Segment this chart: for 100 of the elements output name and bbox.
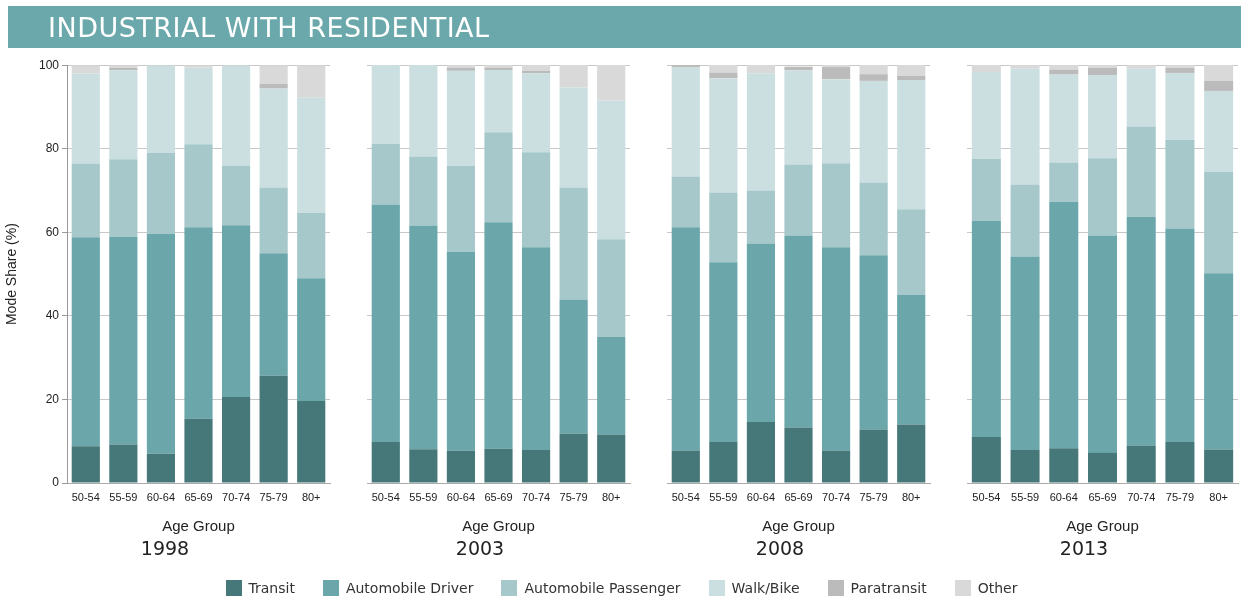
bar — [1049, 74, 1079, 163]
x-tick-label: 80+ — [601, 490, 621, 503]
bar — [1087, 158, 1118, 236]
bar — [1010, 65, 1040, 69]
text: 2003 — [455, 536, 505, 559]
x-tick-label: 60-64 — [446, 490, 475, 503]
bar — [821, 247, 851, 451]
bar — [559, 433, 588, 483]
bar — [71, 73, 100, 164]
bar — [559, 87, 588, 188]
bar — [371, 65, 400, 144]
bar — [259, 187, 288, 254]
x-tick-label: 50-54 — [671, 490, 700, 503]
bar — [109, 159, 138, 237]
x-tick-label: 55-59 — [1011, 490, 1040, 503]
bar — [859, 65, 888, 75]
bar — [671, 450, 700, 483]
bar — [746, 73, 776, 191]
bar — [71, 65, 100, 74]
bar — [709, 262, 738, 443]
y-tick-label: 20 — [45, 391, 60, 406]
chart-title: INDUSTRIAL WITH RESIDENTIAL — [8, 6, 1241, 48]
bar — [821, 163, 851, 248]
y-tick-label: 60 — [45, 224, 60, 239]
bar — [746, 190, 776, 244]
bar — [409, 449, 438, 483]
bar — [1126, 445, 1156, 483]
y-axis-title: Mode Share (%) — [3, 223, 20, 326]
y-tick-label: 100 — [38, 57, 60, 72]
x-tick-label: 55-59 — [409, 490, 438, 503]
bar — [109, 444, 138, 483]
bar — [109, 236, 138, 445]
bar — [259, 253, 288, 376]
bar — [146, 65, 176, 153]
bar — [1087, 65, 1118, 68]
bar — [746, 65, 776, 74]
bar — [221, 165, 251, 226]
x-axis-title: Age Group — [162, 517, 235, 535]
bar — [1087, 452, 1118, 483]
bar — [971, 437, 1001, 483]
bar — [371, 442, 400, 483]
x-tick-label: 75-79 — [259, 490, 288, 503]
legend-label: Paratransit — [850, 580, 927, 596]
bar — [671, 227, 700, 451]
bar — [859, 255, 888, 430]
bar — [597, 65, 626, 101]
bar — [597, 434, 626, 483]
bar — [971, 220, 1001, 438]
bar — [784, 427, 813, 483]
bar — [897, 294, 926, 425]
bar — [971, 159, 1001, 221]
x-axis-title: Age Group — [462, 517, 535, 535]
x-tick-label: 70-74 — [222, 490, 251, 503]
bar — [146, 152, 176, 234]
bar — [671, 67, 700, 177]
bar — [221, 65, 251, 166]
bar — [897, 209, 926, 295]
bar — [184, 67, 213, 145]
x-axis-title: Age Group — [762, 517, 835, 535]
bar — [146, 233, 176, 454]
bar — [484, 448, 513, 483]
bar — [1204, 65, 1234, 81]
bar — [71, 237, 100, 447]
bar — [297, 212, 326, 279]
x-tick-label: 80+ — [901, 490, 921, 503]
bar — [821, 67, 851, 80]
bar — [1126, 65, 1156, 69]
bar — [297, 65, 326, 98]
bar — [1165, 228, 1195, 443]
bar — [821, 79, 851, 164]
bar — [1165, 139, 1195, 229]
bar — [597, 337, 626, 435]
bar — [859, 80, 888, 183]
bar — [1165, 442, 1195, 483]
bar — [971, 65, 1001, 73]
x-tick-label: 50-54 — [71, 490, 100, 503]
bar — [897, 424, 926, 483]
bar — [671, 65, 700, 68]
x-tick-label: 80+ — [301, 490, 321, 503]
bar — [1204, 172, 1234, 274]
x-tick-label: 60-64 — [746, 490, 775, 503]
x-tick-label: 75-79 — [559, 490, 588, 503]
bar — [521, 152, 551, 248]
bar — [71, 163, 100, 238]
bar — [559, 187, 588, 300]
bar — [1165, 67, 1195, 73]
bar — [897, 75, 926, 81]
bar — [446, 251, 476, 451]
bar — [184, 227, 213, 419]
bar — [371, 144, 400, 205]
bar — [1087, 235, 1118, 453]
bar — [1087, 75, 1118, 159]
bar — [184, 144, 213, 228]
legend-label: Walk/Bike — [731, 580, 800, 596]
x-tick-label: 65-69 — [1088, 490, 1117, 503]
bar — [1049, 448, 1079, 483]
bar — [259, 375, 288, 483]
x-tick-label: 50-54 — [972, 490, 1001, 503]
bar — [709, 442, 738, 483]
bar — [859, 74, 888, 81]
